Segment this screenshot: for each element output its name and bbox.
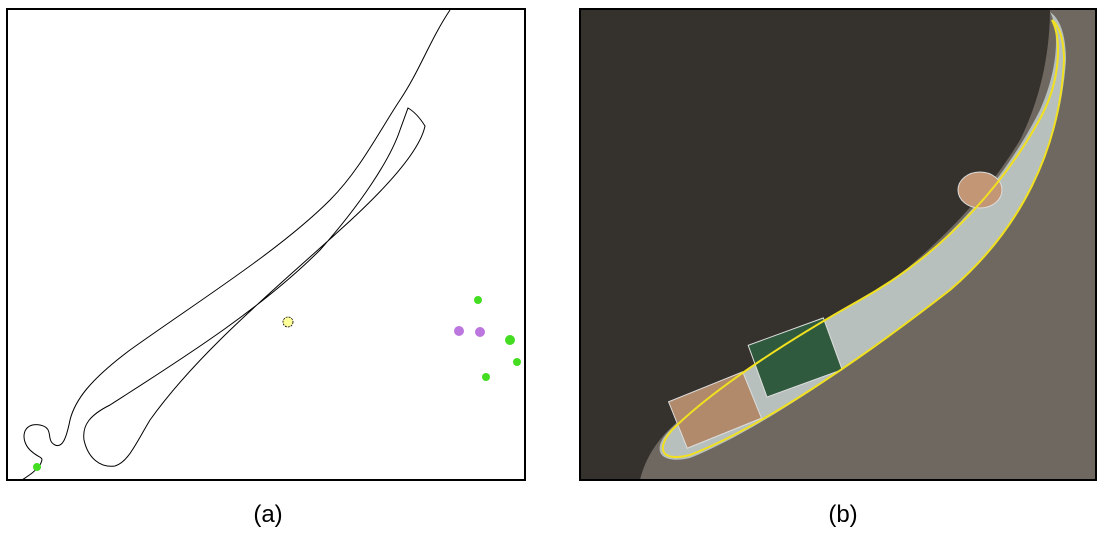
figure: (a) (b) — [0, 0, 1104, 538]
panel-a — [7, 9, 525, 480]
panel-b — [580, 9, 1096, 480]
panel-label: (b) — [828, 501, 857, 528]
panel-frame — [7, 9, 525, 480]
marker — [283, 317, 293, 327]
panel-label: (a) — [253, 501, 282, 528]
